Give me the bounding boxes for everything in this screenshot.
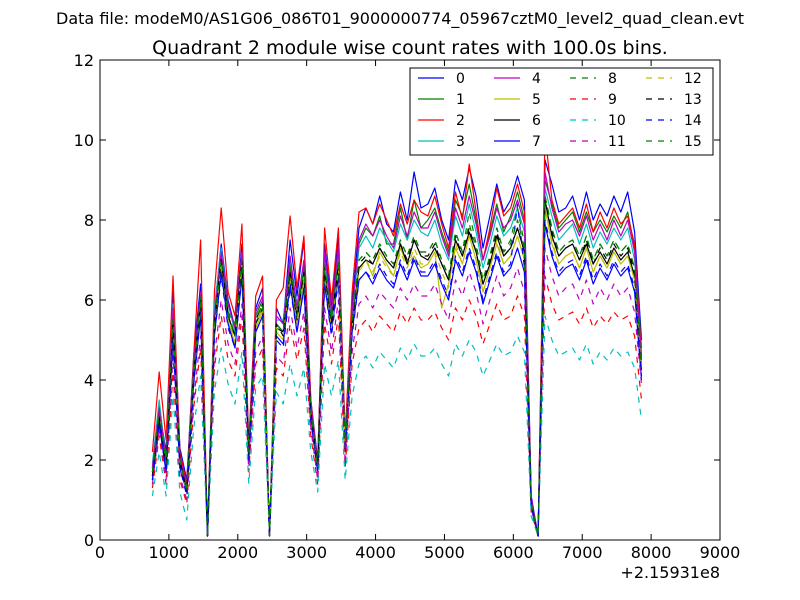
x-tick-label-4: 4000	[355, 543, 396, 562]
legend-label-14: 14	[684, 113, 702, 129]
y-tick-label-2: 4	[84, 371, 94, 390]
x-tick-label-6: 6000	[493, 543, 534, 562]
x-tick-label-7: 7000	[562, 543, 603, 562]
series-line-9	[151, 275, 643, 537]
legend-label-15: 15	[684, 134, 702, 150]
ticks-layer: 0 1000 2000 3000 4000 5000 6000 7000 8000 9000 0 2 4…	[74, 51, 741, 562]
legend-label-3: 3	[456, 134, 465, 150]
legend-label-12: 12	[684, 71, 702, 87]
legend-label-7: 7	[532, 134, 541, 150]
x-tick-label-2: 2000	[217, 543, 258, 562]
legend-label-8: 8	[608, 71, 617, 87]
series-layer	[151, 131, 643, 537]
series-line-14	[151, 203, 643, 537]
y-tick-label-1: 2	[84, 451, 94, 470]
legend-label-11: 11	[608, 134, 626, 150]
y-tick-label-4: 8	[84, 211, 94, 230]
x-tick-label-1: 1000	[149, 543, 190, 562]
series-line-10	[151, 315, 643, 537]
x-tick-label-0: 0	[95, 543, 105, 562]
legend-label-4: 4	[532, 71, 541, 87]
y-tick-label-0: 0	[84, 531, 94, 550]
legend-label-2: 2	[456, 113, 465, 129]
legend-label-9: 9	[608, 92, 617, 108]
legend-label-1: 1	[456, 92, 465, 108]
legend-label-6: 6	[532, 113, 541, 129]
data-file-label: Data file: modeM0/AS1G06_086T01_90000007…	[56, 9, 744, 29]
x-tick-label-9: 9000	[700, 543, 741, 562]
y-tick-label-3: 6	[84, 291, 94, 310]
y-tick-label-5: 10	[74, 131, 94, 150]
x-offset-label: +2.15931e8	[620, 563, 720, 582]
series-line-11	[151, 247, 643, 537]
series-line-13	[151, 199, 643, 537]
series-line-5	[151, 207, 643, 537]
series-line-15	[151, 195, 643, 537]
series-line-3	[151, 187, 643, 537]
legend-label-10: 10	[608, 113, 626, 129]
legend-label-13: 13	[684, 92, 702, 108]
y-tick-label-6: 12	[74, 51, 94, 70]
legend-label-5: 5	[532, 92, 541, 108]
series-line-2	[151, 131, 643, 537]
series-line-4	[151, 171, 643, 537]
legend-label-0: 0	[456, 71, 465, 87]
x-tick-label-5: 5000	[424, 543, 465, 562]
x-tick-label-8: 8000	[631, 543, 672, 562]
x-tick-label-3: 3000	[286, 543, 327, 562]
chart-title: Quadrant 2 module wise count rates with …	[152, 37, 668, 59]
